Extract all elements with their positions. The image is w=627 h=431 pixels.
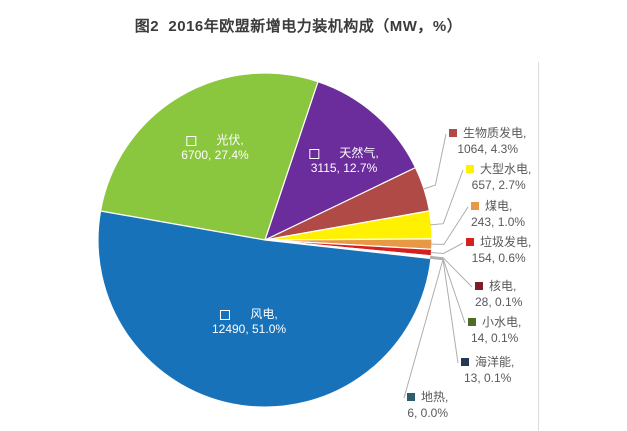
pie-slice-wind [97,210,432,408]
leader-line-coal [430,206,469,245]
leader-line-nuclear [430,255,473,288]
leader-line-biomass [422,133,447,190]
chart-title: 图2 2016年欧盟新增电力装机构成（MW，%） [134,18,463,35]
pie-slice-natural-gas [263,80,417,242]
plot-border-line [538,62,539,431]
leader-line-small-hydro [430,256,466,324]
pie-slice-solar-pv [99,72,319,241]
leader-line-waste-to-energy [430,242,464,255]
leader-line-geothermal [403,257,444,399]
leader-line-ocean-energy [429,257,459,364]
leader-line-large-hydro [430,169,464,226]
